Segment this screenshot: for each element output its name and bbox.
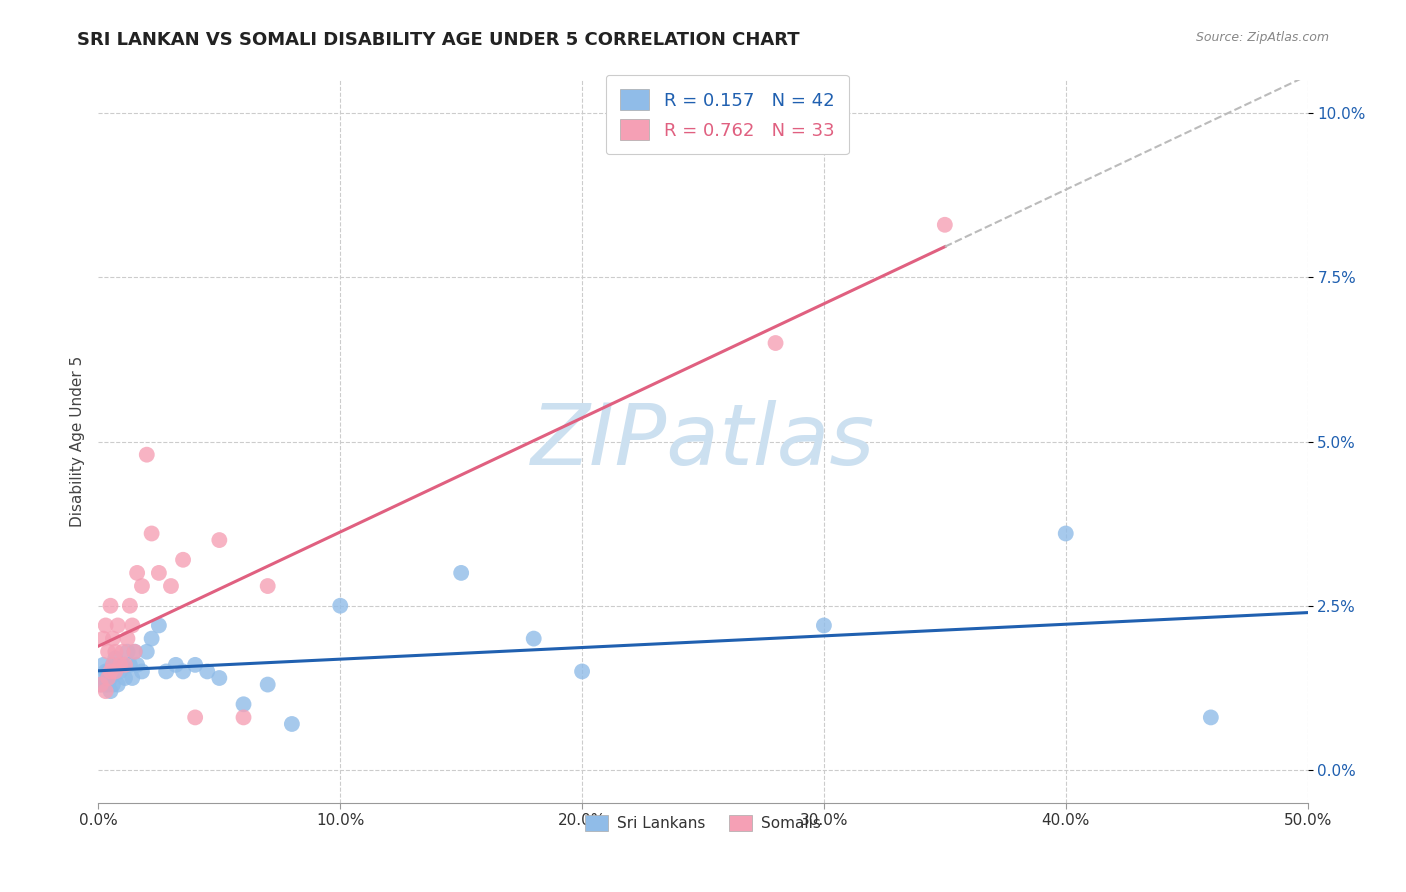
Point [104, 665, 127, 679]
Point [934, 218, 956, 232]
Point [131, 665, 153, 679]
Point [232, 710, 254, 724]
Point [104, 665, 127, 679]
Point [131, 579, 153, 593]
Point [100, 684, 122, 698]
Point [111, 657, 134, 672]
Point [208, 533, 231, 547]
Point [124, 645, 146, 659]
Text: ZIPatlas: ZIPatlas [531, 400, 875, 483]
Point [101, 632, 124, 646]
Point [101, 657, 124, 672]
Point [114, 671, 136, 685]
Point [91, 671, 114, 685]
Point [141, 526, 163, 541]
Point [813, 618, 835, 632]
Text: SRI LANKAN VS SOMALI DISABILITY AGE UNDER 5 CORRELATION CHART: SRI LANKAN VS SOMALI DISABILITY AGE UNDE… [77, 31, 800, 49]
Point [107, 677, 129, 691]
Point [127, 566, 149, 580]
Point [127, 657, 149, 672]
Point [91, 632, 114, 646]
Point [91, 657, 114, 672]
Point [118, 657, 141, 672]
Point [135, 645, 157, 659]
Point [97, 677, 120, 691]
Point [165, 657, 187, 672]
Point [571, 665, 593, 679]
Point [281, 717, 304, 731]
Point [108, 657, 131, 672]
Point [117, 632, 139, 646]
Point [256, 677, 278, 691]
Point [184, 657, 207, 672]
Legend: Sri Lankans, Somalis: Sri Lankans, Somalis [578, 807, 828, 838]
Point [101, 677, 124, 691]
Point [94, 677, 117, 691]
Y-axis label: Disability Age Under 5: Disability Age Under 5 [69, 356, 84, 527]
Point [195, 665, 218, 679]
Point [111, 645, 134, 659]
Point [114, 657, 136, 672]
Text: Source: ZipAtlas.com: Source: ZipAtlas.com [1195, 31, 1329, 45]
Point [155, 665, 177, 679]
Point [104, 651, 127, 665]
Point [104, 645, 127, 659]
Point [135, 448, 157, 462]
Point [117, 645, 139, 659]
Point [94, 618, 117, 632]
Point [450, 566, 472, 580]
Point [100, 599, 122, 613]
Point [94, 684, 117, 698]
Point [765, 336, 787, 351]
Point [1199, 710, 1222, 724]
Point [148, 618, 170, 632]
Point [141, 632, 163, 646]
Point [148, 566, 170, 580]
Point [523, 632, 546, 646]
Point [97, 671, 120, 685]
Point [329, 599, 352, 613]
Point [94, 665, 117, 679]
Point [256, 579, 278, 593]
Point [97, 665, 120, 679]
Point [172, 665, 194, 679]
Point [90, 677, 112, 691]
Point [100, 671, 122, 685]
Point [184, 710, 207, 724]
Point [160, 579, 183, 593]
Point [101, 657, 124, 672]
Point [118, 599, 141, 613]
Point [121, 618, 143, 632]
Point [90, 677, 112, 691]
Point [108, 665, 131, 679]
Point [107, 618, 129, 632]
Point [1054, 526, 1077, 541]
Point [100, 665, 122, 679]
Point [124, 645, 146, 659]
Point [232, 698, 254, 712]
Point [97, 645, 120, 659]
Point [208, 671, 231, 685]
Point [121, 671, 143, 685]
Point [172, 553, 194, 567]
